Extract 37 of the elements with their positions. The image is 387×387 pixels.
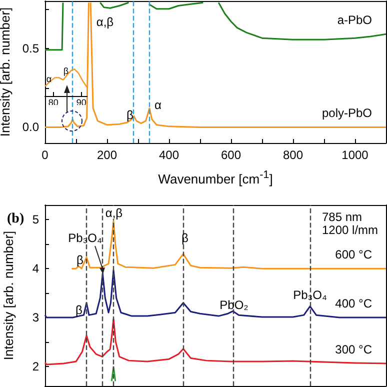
x-axis-title: Wavenumber [cm$^{-1}$] xyxy=(158,168,273,188)
y-tick-label: 5 xyxy=(32,212,40,227)
annotation: α,β xyxy=(96,15,114,29)
annotation: β xyxy=(76,303,83,317)
series-label: 600 °C xyxy=(335,248,372,262)
x-tick-label: 400 xyxy=(158,148,180,162)
series-label: 400 °C xyxy=(335,296,372,311)
annotation: β xyxy=(182,231,189,245)
y-axis-title: Intensity [arb. number] xyxy=(1,230,16,360)
annotation: α xyxy=(154,98,162,112)
y-tick-label: 2 xyxy=(32,359,40,374)
annotation: β xyxy=(63,66,69,76)
y-tick-label: 0.0 xyxy=(22,120,40,134)
annotation: 1200 l/mm xyxy=(322,223,378,237)
y-tick-label: 3 xyxy=(32,310,40,325)
x-tick-label: 600 xyxy=(220,148,242,162)
x-tick-label: 200 xyxy=(96,148,118,162)
annotation: Pb₃O₄ xyxy=(68,231,102,245)
annotation: Pb₃O₄ xyxy=(293,288,327,302)
annotation: PbO₂ xyxy=(220,298,249,312)
y-axis-title: Intensity [arb. number] xyxy=(0,7,12,137)
annotation: 785 nm xyxy=(322,210,362,224)
series-label: 300 °C xyxy=(335,342,372,356)
text: (b) xyxy=(7,212,24,226)
x-tick-label: 0 xyxy=(42,148,49,162)
annotation: α,β xyxy=(105,206,123,220)
y-tick-label: 0.5 xyxy=(22,41,40,56)
line-series xyxy=(44,269,387,318)
annotation: β xyxy=(76,253,84,267)
annotation: β xyxy=(126,108,134,122)
x-tick-label: 800 xyxy=(282,148,304,162)
series-label: a-PbO xyxy=(337,13,372,28)
annotation: α xyxy=(46,74,52,84)
y-tick-label: 4 xyxy=(32,262,40,276)
series-label: poly-PbO xyxy=(322,106,372,120)
line-series xyxy=(44,318,387,366)
x-tick-label: 1000 xyxy=(342,148,369,162)
